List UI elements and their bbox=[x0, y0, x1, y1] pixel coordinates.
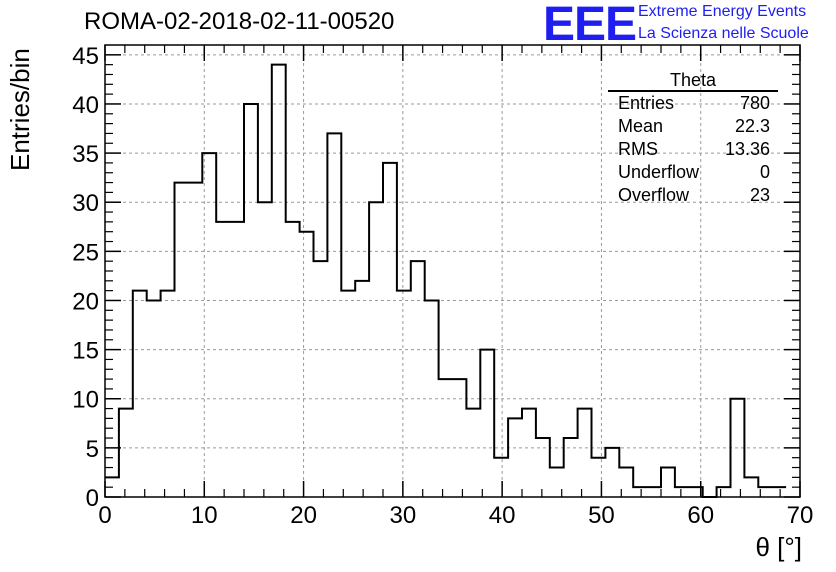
y-tick-label: 5 bbox=[86, 436, 99, 463]
x-axis-label: θ [°] bbox=[755, 532, 802, 562]
axis-ticks bbox=[104, 45, 801, 498]
stats-value: 22.3 bbox=[734, 116, 770, 136]
y-tick-label: 15 bbox=[72, 338, 99, 365]
y-tick-label: 25 bbox=[72, 239, 99, 266]
y-tick-label: 35 bbox=[72, 141, 99, 168]
stats-row-rms: RMS 13.36 bbox=[608, 138, 778, 161]
stats-value: 0 bbox=[759, 162, 770, 182]
logo-subtitle-line1: Extreme Energy Events bbox=[638, 3, 807, 20]
stats-row-mean: Mean 22.3 bbox=[608, 115, 778, 138]
y-tick-label: 20 bbox=[72, 288, 99, 315]
stats-row-overflow: Overflow 23 bbox=[608, 184, 778, 207]
tick-labels: 0 10 20 30 40 50 60 70 0 5 10 15 20 25 30 35 40 45 bbox=[72, 43, 813, 529]
x-tick-label: 20 bbox=[290, 502, 317, 529]
stats-label: Underflow bbox=[618, 162, 700, 182]
x-tick-label: 30 bbox=[390, 502, 417, 529]
grid-lines bbox=[105, 45, 800, 497]
stats-row-underflow: Underflow 0 bbox=[608, 161, 778, 184]
chart-title: ROMA-02-2018-02-11-00520 bbox=[84, 8, 395, 35]
stats-label: Mean bbox=[618, 116, 664, 136]
y-tick-label: 45 bbox=[72, 43, 99, 70]
x-tick-label: 0 bbox=[98, 502, 111, 529]
stats-row-entries: Entries 780 bbox=[608, 92, 778, 115]
stats-label: Entries bbox=[618, 93, 675, 113]
y-tick-label: 30 bbox=[72, 190, 99, 217]
stats-label: RMS bbox=[618, 139, 658, 159]
y-axis-label: Entries/bin bbox=[5, 48, 35, 171]
stats-value: 780 bbox=[739, 93, 770, 113]
stats-value: 13.36 bbox=[724, 139, 770, 159]
x-tick-label: 70 bbox=[787, 502, 814, 529]
y-tick-label: 0 bbox=[86, 485, 99, 512]
stats-value: 23 bbox=[749, 185, 770, 205]
stats-label: Overflow bbox=[618, 185, 690, 205]
y-tick-label: 40 bbox=[72, 92, 99, 119]
eee-logo: EEE bbox=[543, 0, 637, 51]
x-tick-label: 50 bbox=[588, 502, 615, 529]
y-tick-label: 10 bbox=[72, 387, 99, 414]
stats-box: Theta Entries 780 Mean 22.3 RMS 13.36 Un… bbox=[608, 70, 778, 207]
histogram-line bbox=[105, 63, 787, 498]
logo-subtitle-line2: La Scienza nelle Scuole bbox=[638, 25, 809, 42]
x-tick-label: 40 bbox=[489, 502, 516, 529]
stats-title: Theta bbox=[608, 70, 778, 92]
x-tick-label: 10 bbox=[191, 502, 218, 529]
x-tick-label: 60 bbox=[687, 502, 714, 529]
